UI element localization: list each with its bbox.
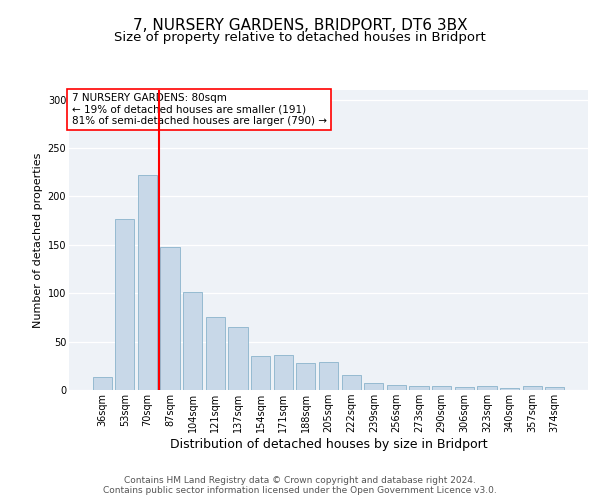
Bar: [409, 386, 428, 390]
Bar: [387, 385, 406, 390]
Bar: [274, 355, 293, 390]
Bar: [229, 327, 248, 390]
Y-axis label: Number of detached properties: Number of detached properties: [34, 152, 43, 328]
Bar: [92, 378, 112, 390]
Bar: [523, 386, 542, 390]
Text: 7, NURSERY GARDENS, BRIDPORT, DT6 3BX: 7, NURSERY GARDENS, BRIDPORT, DT6 3BX: [133, 18, 467, 32]
Text: 7 NURSERY GARDENS: 80sqm
← 19% of detached houses are smaller (191)
81% of semi-: 7 NURSERY GARDENS: 80sqm ← 19% of detach…: [71, 93, 326, 126]
Bar: [296, 363, 316, 390]
Bar: [206, 318, 225, 390]
Text: Contains HM Land Registry data © Crown copyright and database right 2024.: Contains HM Land Registry data © Crown c…: [124, 476, 476, 485]
Bar: [455, 387, 474, 390]
Bar: [477, 386, 497, 390]
Bar: [341, 376, 361, 390]
Bar: [160, 247, 180, 390]
Bar: [500, 388, 519, 390]
Bar: [138, 175, 157, 390]
Bar: [115, 218, 134, 390]
Bar: [251, 356, 270, 390]
Bar: [319, 362, 338, 390]
Bar: [545, 387, 565, 390]
Bar: [183, 292, 202, 390]
X-axis label: Distribution of detached houses by size in Bridport: Distribution of detached houses by size …: [170, 438, 487, 451]
Text: Contains public sector information licensed under the Open Government Licence v3: Contains public sector information licen…: [103, 486, 497, 495]
Bar: [364, 383, 383, 390]
Text: Size of property relative to detached houses in Bridport: Size of property relative to detached ho…: [114, 31, 486, 44]
Bar: [432, 386, 451, 390]
